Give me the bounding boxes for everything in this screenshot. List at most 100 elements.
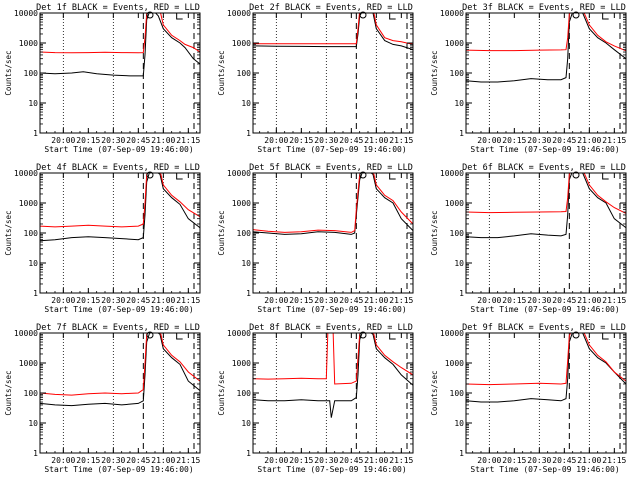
panel-det-5: 1 10 100 1000 10000 20:00 20:15 20:30 20:45 21:00… <box>217 163 414 314</box>
y-tick-label: 100 <box>450 229 465 238</box>
y-tick-label: 10000 <box>14 9 38 18</box>
plot-frame <box>252 172 414 294</box>
y-tick-label: 1 <box>459 449 464 458</box>
peak-marker-icon <box>359 331 367 339</box>
y-tick-label: 10000 <box>227 169 251 178</box>
y-tick-label: 1000 <box>232 199 251 208</box>
y-tick-label: 100 <box>24 389 39 398</box>
y-tick-label: 10 <box>241 259 251 268</box>
y-tick-label: 10 <box>28 99 38 108</box>
x-tick-label: 21:00 <box>151 136 175 145</box>
plot-frame <box>252 332 414 454</box>
x-tick-label: 20:30 <box>527 456 551 465</box>
x-tick-label: 21:15 <box>176 136 200 145</box>
bracket-marker-icon <box>389 333 396 340</box>
y-tick-label: 10 <box>454 99 464 108</box>
x-tick-label: 20:15 <box>76 136 100 145</box>
x-tick-label: 20:30 <box>101 456 125 465</box>
y-tick-label: 100 <box>24 229 39 238</box>
y-tick-label: 1000 <box>19 39 38 48</box>
series-events <box>253 173 413 235</box>
panel-det-8: 1 10 100 1000 10000 20:00 20:15 20:30 20:45 21:00… <box>217 323 414 474</box>
series-events <box>40 333 200 407</box>
peak-marker-icon <box>359 11 367 19</box>
x-tick-label: 20:15 <box>502 136 526 145</box>
x-axis-label: Start Time (07-Sep-09 19:46:00) <box>44 305 193 314</box>
x-tick-label: 20:30 <box>314 296 338 305</box>
x-tick-label: 21:15 <box>176 296 200 305</box>
panel-title: Det 3f BLACK = Events, RED = LLD <box>462 3 626 13</box>
y-tick-label: 10 <box>241 99 251 108</box>
x-axis-label: Start Time (07-Sep-09 19:46:00) <box>257 305 406 314</box>
x-tick-label: 21:00 <box>577 296 601 305</box>
x-tick-label: 20:45 <box>339 136 363 145</box>
series-events <box>253 333 413 418</box>
plot-frame <box>465 12 627 134</box>
bracket-marker-icon <box>389 173 396 180</box>
peak-marker-icon <box>146 171 154 179</box>
x-axis-label: Start Time (07-Sep-09 19:46:00) <box>44 465 193 474</box>
y-tick-label: 100 <box>450 69 465 78</box>
bracket-marker-icon <box>176 13 183 20</box>
bracket-marker-icon <box>176 173 183 180</box>
y-tick-label: 100 <box>450 389 465 398</box>
y-tick-label: 10000 <box>440 329 464 338</box>
y-tick-label: 100 <box>24 69 39 78</box>
series-lld <box>40 333 200 396</box>
x-tick-label: 20:00 <box>51 456 75 465</box>
series-events <box>40 13 200 77</box>
series-events <box>40 173 200 242</box>
x-tick-label: 21:00 <box>577 136 601 145</box>
y-tick-label: 1000 <box>445 359 464 368</box>
panel-det-2: 1 10 100 1000 10000 20:00 20:15 20:30 20:45 21:00… <box>217 3 414 154</box>
y-tick-label: 10000 <box>14 329 38 338</box>
peak-marker-icon <box>572 11 580 19</box>
y-axis-label: Counts/sec <box>430 210 439 255</box>
panel-title: Det 4f BLACK = Events, RED = LLD <box>36 163 200 173</box>
x-axis-label: Start Time (07-Sep-09 19:46:00) <box>470 305 619 314</box>
x-tick-label: 20:15 <box>289 136 313 145</box>
x-tick-label: 20:45 <box>552 456 576 465</box>
series-events <box>466 173 626 239</box>
y-tick-label: 1000 <box>445 199 464 208</box>
plot-frame <box>39 172 201 294</box>
panel-det-4: 1 10 100 1000 10000 20:00 20:15 20:30 20:45 21:00… <box>4 163 201 314</box>
x-tick-label: 20:30 <box>314 136 338 145</box>
panel-det-3: 1 10 100 1000 10000 20:00 20:15 20:30 20:45 21:00… <box>430 3 627 154</box>
x-tick-label: 21:15 <box>602 296 626 305</box>
x-tick-label: 20:00 <box>477 296 501 305</box>
x-axis-label: Start Time (07-Sep-09 19:46:00) <box>44 145 193 154</box>
bracket-marker-icon <box>602 13 609 20</box>
y-axis-label: Counts/sec <box>430 370 439 415</box>
y-tick-label: 1 <box>246 449 251 458</box>
y-tick-label: 1 <box>459 129 464 138</box>
series-lld <box>40 13 200 54</box>
series-lld <box>466 173 626 214</box>
bracket-marker-icon <box>389 13 396 20</box>
panel-title: Det 2f BLACK = Events, RED = LLD <box>249 3 413 13</box>
x-tick-label: 21:00 <box>151 296 175 305</box>
panel-title: Det 7f BLACK = Events, RED = LLD <box>36 323 200 333</box>
y-axis-label: Counts/sec <box>4 210 13 255</box>
x-tick-label: 20:00 <box>264 456 288 465</box>
x-axis-label: Start Time (07-Sep-09 19:46:00) <box>470 465 619 474</box>
panel-det-9: 1 10 100 1000 10000 20:00 20:15 20:30 20:45 21:00… <box>430 323 627 474</box>
y-tick-label: 1000 <box>19 359 38 368</box>
x-tick-label: 20:00 <box>477 456 501 465</box>
y-tick-label: 10 <box>454 419 464 428</box>
x-tick-label: 21:00 <box>364 136 388 145</box>
x-tick-label: 21:15 <box>389 296 413 305</box>
y-tick-label: 10000 <box>14 169 38 178</box>
y-tick-label: 10 <box>28 259 38 268</box>
y-tick-label: 1 <box>33 449 38 458</box>
x-tick-label: 20:15 <box>502 456 526 465</box>
x-tick-label: 21:00 <box>364 456 388 465</box>
panel-title: Det 8f BLACK = Events, RED = LLD <box>249 323 413 333</box>
y-axis-label: Counts/sec <box>430 50 439 95</box>
series-lld <box>253 173 413 233</box>
x-tick-label: 21:00 <box>151 456 175 465</box>
x-tick-label: 20:45 <box>126 136 150 145</box>
x-tick-label: 20:00 <box>51 136 75 145</box>
x-tick-label: 20:45 <box>126 296 150 305</box>
